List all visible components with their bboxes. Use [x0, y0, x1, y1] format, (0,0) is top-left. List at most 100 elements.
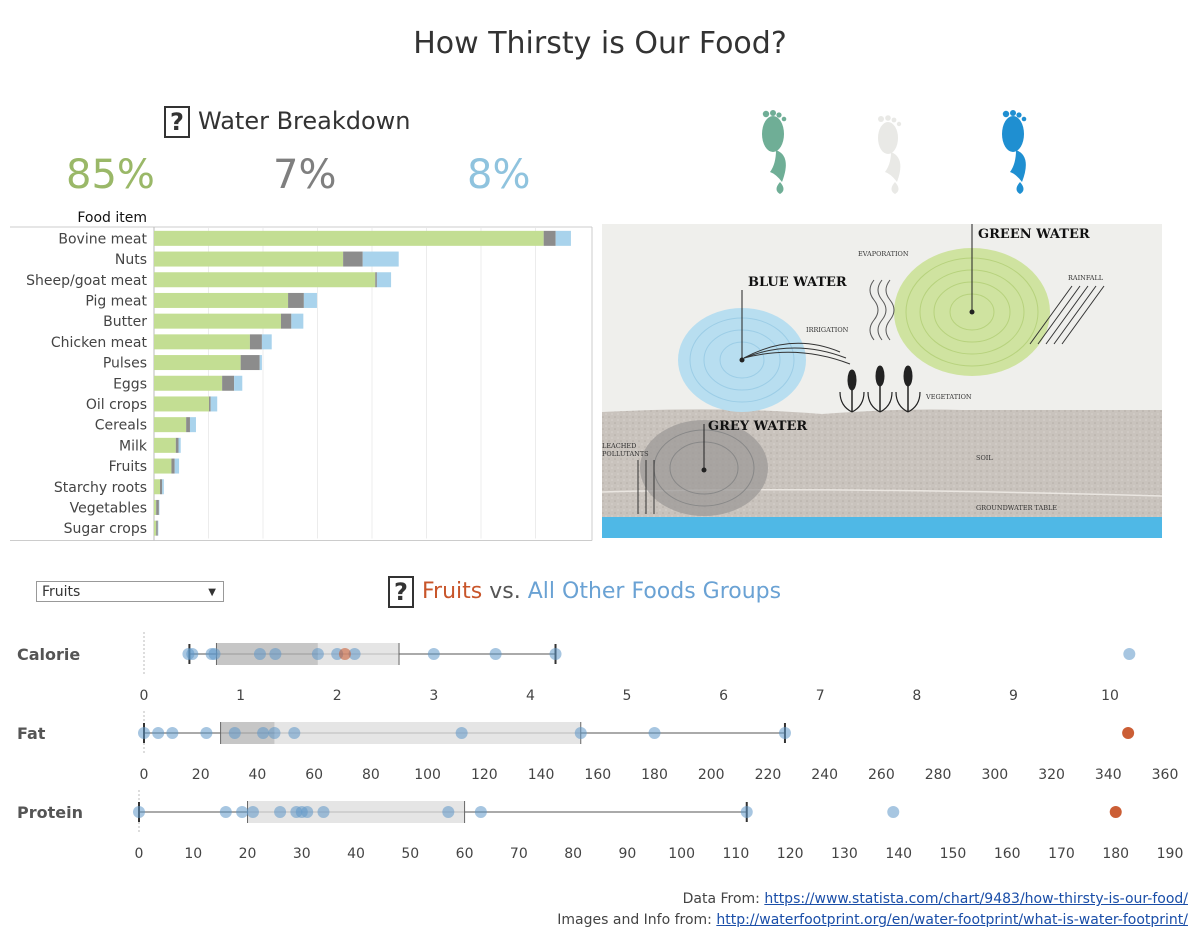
blue-water-bar: [291, 313, 304, 329]
tick-label: 50: [401, 846, 419, 862]
rainfall-label: RAINFALL: [1068, 274, 1104, 282]
category-label: Sugar crops: [64, 521, 147, 537]
breakdown-heading-text: Water Breakdown: [198, 107, 411, 135]
page-title: How Thirsty is Our Food?: [413, 26, 787, 61]
other-food-point: [489, 648, 502, 660]
blue-water-bar: [362, 251, 399, 267]
question-mark-icon[interactable]: ?: [164, 106, 190, 138]
green-footprint-icon: [762, 110, 787, 194]
tick-label: 80: [564, 846, 582, 862]
blue-water-bar: [157, 520, 159, 536]
other-food-point: [152, 727, 165, 739]
selected-food-point: [338, 648, 351, 660]
tick-label: 8: [912, 688, 921, 704]
green-water-bar: [154, 334, 250, 350]
evaporation-label: EVAPORATION: [858, 250, 909, 258]
tick-label: 40: [347, 846, 365, 862]
soil-label: SOIL: [976, 454, 993, 462]
water-breakdown-chart: Food item Bovine meat Nuts Sheep/goat meat P…: [10, 210, 593, 541]
other-food-point: [246, 806, 259, 818]
category-label: Pulses: [103, 356, 147, 372]
green-water-bar: [154, 355, 241, 371]
tick-label: 280: [925, 767, 952, 783]
data-source-link[interactable]: https://www.statista.com/chart/9483/how-…: [764, 891, 1188, 907]
comparison-question-mark-icon[interactable]: ?: [388, 576, 414, 608]
tick-label: 1: [236, 688, 245, 704]
tick-label: 110: [723, 846, 750, 862]
tick-label: 4: [526, 688, 535, 704]
other-food-point: [317, 806, 330, 818]
grey-water-bar: [288, 292, 304, 308]
grey-footprint-icon: [878, 115, 902, 194]
breakdown-heading: ? Water Breakdown: [164, 106, 411, 138]
category-label: Fruits: [109, 459, 147, 475]
green-water-percent: 85%: [66, 152, 155, 198]
category-label: Milk: [119, 438, 148, 454]
tick-label: 60: [305, 767, 323, 783]
other-food-point: [427, 648, 440, 660]
other-food-point: [133, 806, 145, 818]
tick-label: 200: [698, 767, 725, 783]
grey-water-bar: [249, 334, 262, 350]
other-food-point: [1123, 648, 1136, 660]
row-label: Fat: [17, 724, 46, 743]
green-water-bar: [154, 417, 187, 433]
category-label: Eggs: [113, 376, 147, 392]
food-item-header: Food item: [77, 210, 147, 226]
other-food-point: [228, 727, 241, 739]
grey-water-bar: [156, 499, 159, 515]
tick-label: 170: [1048, 846, 1075, 862]
images-source-line: Images and Info from: http://waterfootpr…: [557, 910, 1188, 931]
tick-label: 0: [140, 767, 149, 783]
tick-label: 300: [981, 767, 1008, 783]
rainfall-lines: [1029, 285, 1105, 345]
tick-label: 180: [1102, 846, 1129, 862]
tick-label: 150: [940, 846, 967, 862]
blue-water-bar: [259, 355, 262, 371]
blue-water-bar: [210, 396, 218, 412]
blue-water-label: BLUE WATER: [748, 275, 847, 290]
green-water-bar: [154, 292, 289, 308]
tick-label: 260: [868, 767, 895, 783]
category-label: Chicken meat: [51, 335, 148, 351]
category-label: Cereals: [95, 418, 147, 434]
other-food-point: [186, 648, 199, 660]
green-water-bar: [154, 251, 344, 267]
category-label: Nuts: [115, 252, 147, 268]
grey-water-bar: [280, 313, 292, 329]
other-food-point: [301, 806, 314, 818]
blue-water-bar: [234, 375, 243, 391]
other-food-point: [208, 648, 221, 660]
tick-label: 100: [414, 767, 441, 783]
blue-water-circle: [678, 290, 851, 412]
other-food-point: [549, 648, 562, 660]
green-water-bar: [154, 230, 544, 246]
grey-water-bar: [222, 375, 235, 391]
green-water-bar: [154, 479, 160, 495]
category-label: Bovine meat: [58, 231, 147, 247]
tick-label: 9: [1009, 688, 1018, 704]
other-food-point: [236, 806, 249, 818]
green-water-bar: [154, 437, 176, 453]
tick-label: 6: [719, 688, 728, 704]
other-food-point: [200, 727, 213, 739]
other-food-point: [887, 806, 900, 818]
blue-water-bar: [158, 499, 160, 515]
category-label: Sheep/goat meat: [26, 273, 147, 289]
irrigation-label: IRRIGATION: [806, 326, 849, 334]
comparison-vs-label: vs.: [489, 579, 521, 604]
selected-food-point: [1122, 727, 1135, 739]
blue-water-bar: [162, 479, 164, 495]
other-food-point: [455, 727, 468, 739]
grey-water-bar: [156, 520, 158, 536]
other-food-point: [740, 806, 753, 818]
chevron-down-icon[interactable]: ▼: [208, 587, 216, 598]
images-source-link[interactable]: http://waterfootprint.org/en/water-footp…: [716, 912, 1188, 928]
category-label: Oil crops: [86, 397, 147, 413]
row-label: Calorie: [17, 645, 80, 664]
food-group-dropdown[interactable]: Fruits ▼: [36, 581, 224, 602]
tick-label: 100: [668, 846, 695, 862]
tick-label: 80: [362, 767, 380, 783]
tick-label: 7: [816, 688, 825, 704]
blue-water-bar: [178, 437, 181, 453]
